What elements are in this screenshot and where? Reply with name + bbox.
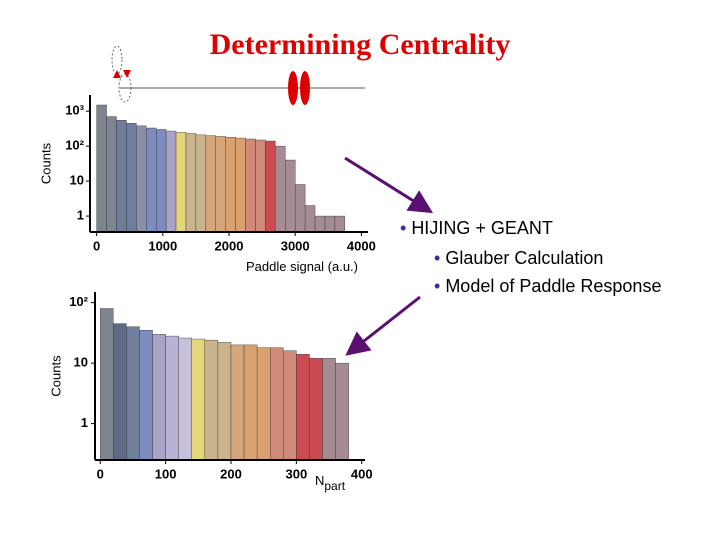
histogram-bar — [265, 140, 276, 233]
y-tick-label: 10³ — [65, 103, 84, 118]
histogram-bar — [275, 145, 286, 233]
y-tick-label: 10² — [69, 294, 88, 309]
x-axis-label-main: Paddle signal (a.u.) — [246, 259, 358, 274]
y-axis-label: Counts — [38, 142, 53, 184]
histogram-bar — [155, 129, 167, 233]
histogram-bar — [191, 338, 206, 461]
histogram-bar — [146, 127, 157, 233]
histogram-bar — [217, 342, 232, 461]
x-tick-label: 0 — [93, 238, 100, 253]
histogram-bar — [152, 334, 166, 461]
x-tick-label: 300 — [286, 466, 308, 481]
x-tick-label: 2000 — [215, 238, 244, 253]
histogram-bar — [175, 132, 187, 233]
x-axis-label: Paddle signal (a.u.) — [246, 259, 358, 274]
histogram-bar — [165, 130, 177, 233]
histogram-bar — [309, 358, 323, 461]
histogram-bar — [304, 205, 316, 233]
nucleus-icon — [111, 45, 123, 75]
arrow — [344, 156, 434, 214]
y-tick-label: 1 — [81, 415, 88, 430]
histogram-bar — [255, 139, 266, 233]
histogram-bar — [126, 326, 140, 461]
x-axis-label-subscript: part — [324, 479, 345, 493]
histogram-bar — [230, 344, 245, 461]
histogram-bar — [215, 136, 226, 233]
x-tick-label: 400 — [351, 466, 373, 481]
x-axis-label-main: N — [315, 473, 324, 488]
bullet: HIJING + GEANT — [400, 218, 553, 239]
histogram-bar — [270, 347, 284, 461]
x-tick-label: 200 — [220, 466, 242, 481]
histogram-bar — [205, 135, 216, 233]
x-tick-label: 4000 — [347, 238, 376, 253]
histogram-bar — [178, 337, 192, 461]
histogram-bar — [126, 123, 137, 233]
slide-title: Determining Centrality — [209, 28, 511, 61]
y-tick-label: 10 — [70, 173, 84, 188]
x-tick-label: 0 — [97, 466, 104, 481]
histogram-bar — [335, 362, 349, 461]
histogram-bar — [195, 134, 207, 233]
histogram-bar — [96, 104, 107, 233]
y-axis-label: Counts — [48, 355, 63, 397]
x-tick-label: 3000 — [281, 238, 310, 253]
histogram-bar — [136, 125, 147, 233]
nucleus-icon — [300, 71, 310, 105]
histogram-bar — [225, 137, 236, 233]
histogram-bar — [285, 159, 296, 233]
nucleus-icon — [288, 71, 298, 105]
bullet: Model of Paddle Response — [434, 276, 661, 297]
x-tick-label: 100 — [155, 466, 177, 481]
histogram-bar — [185, 133, 197, 233]
nucleus-icon — [113, 70, 131, 78]
histogram-bar — [334, 215, 346, 233]
histogram-bar — [106, 116, 117, 233]
histogram-bar — [322, 358, 336, 461]
histogram-bar — [113, 323, 127, 461]
histogram-bar — [324, 215, 336, 233]
histogram-bar — [139, 330, 153, 461]
histogram-bar — [165, 335, 179, 461]
histogram-bar — [243, 344, 258, 461]
histogram-bar — [256, 347, 271, 461]
x-tick-label: 1000 — [148, 238, 177, 253]
histogram-bar — [296, 354, 310, 461]
histogram-bar — [283, 350, 297, 461]
histogram-bar — [245, 138, 256, 233]
histogram-bar — [204, 339, 219, 461]
bullet: Glauber Calculation — [434, 248, 603, 269]
x-axis-label: Npart — [315, 473, 346, 493]
histogram-bar — [314, 215, 326, 233]
y-tick-label: 10² — [65, 138, 84, 153]
histogram-bar — [116, 120, 127, 233]
histogram-bar — [235, 137, 246, 233]
y-tick-label: 10 — [74, 355, 88, 370]
arrow — [345, 295, 421, 356]
y-tick-label: 1 — [77, 207, 84, 222]
histogram-bar — [100, 308, 114, 461]
histogram-bar — [294, 184, 306, 233]
